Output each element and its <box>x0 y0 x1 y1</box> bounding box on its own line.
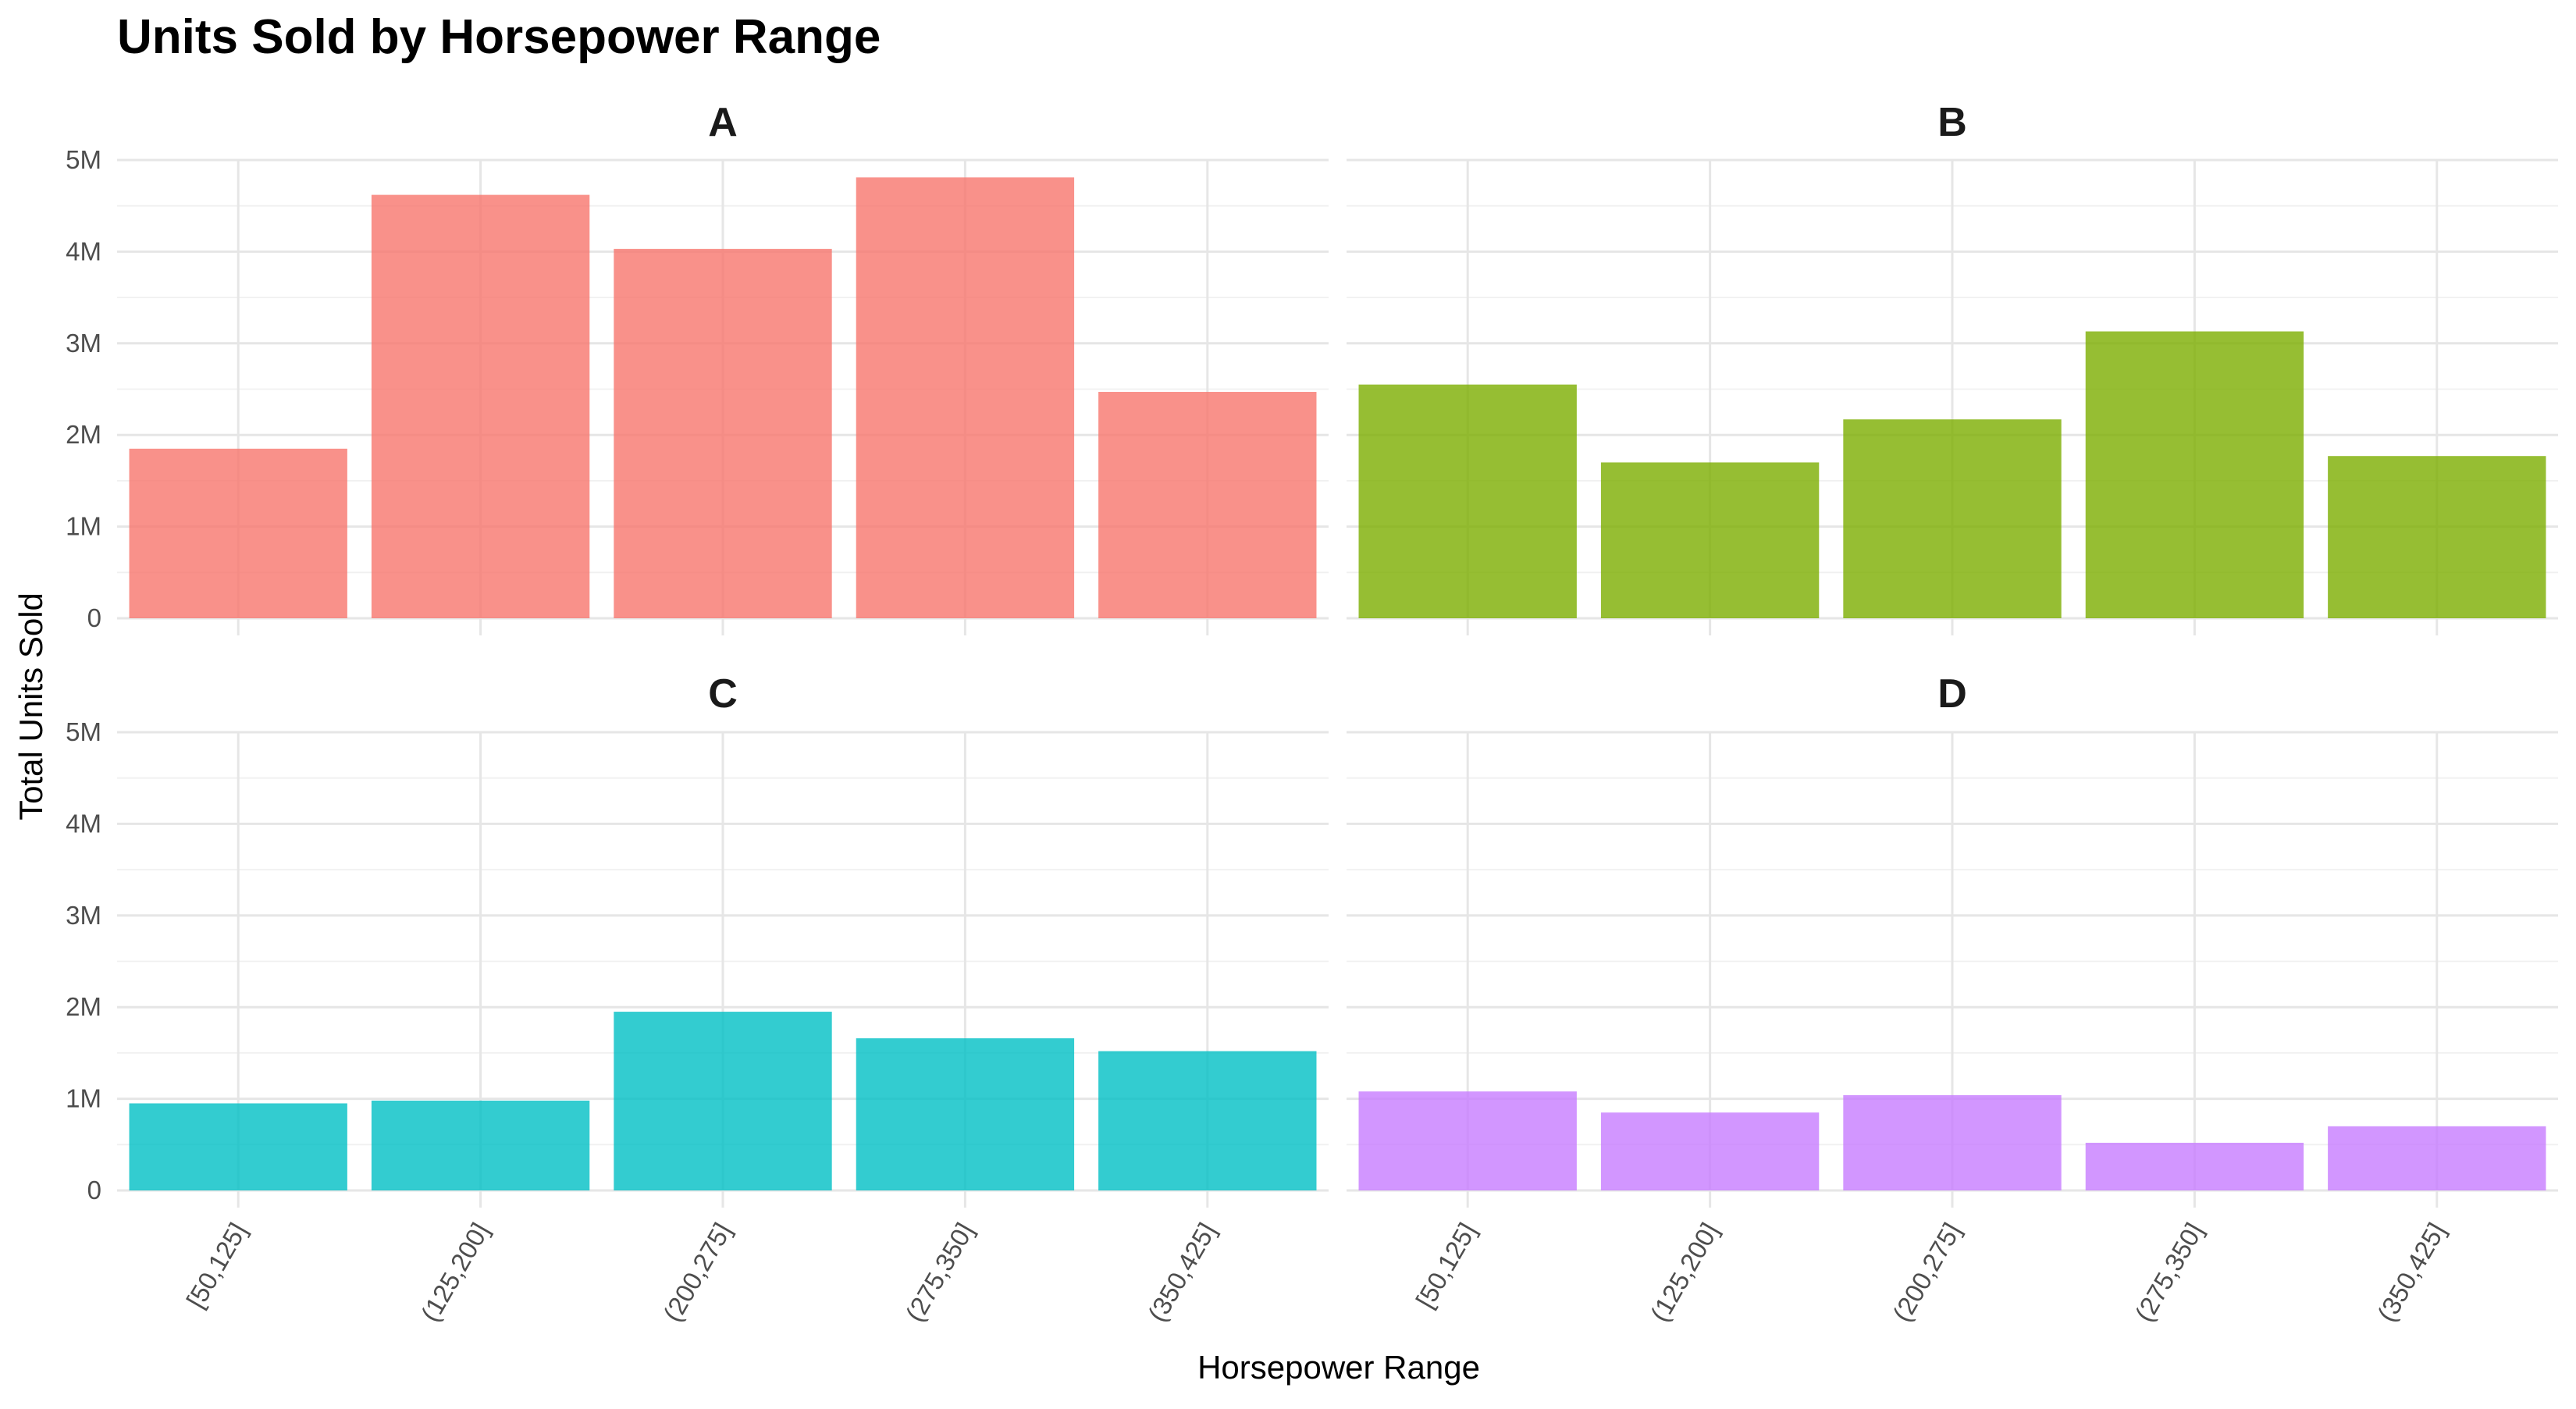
bar-b-5 <box>2328 456 2546 618</box>
y-tick-label: 1M <box>66 512 101 541</box>
x-tick-label: [50,125] <box>1411 1218 1482 1313</box>
facet-title-b: B <box>1937 100 1967 145</box>
y-axis-title: Total Units Sold <box>12 592 49 820</box>
facet-panel-b: B <box>1347 100 2558 635</box>
x-tick-label: (200,275] <box>1887 1218 1966 1326</box>
y-tick-label: 3M <box>66 901 101 930</box>
facet-title-d: D <box>1937 671 1967 717</box>
y-tick-label: 2M <box>66 992 101 1021</box>
chart-title: Units Sold by Horsepower Range <box>117 10 881 64</box>
bar-b-3 <box>1843 419 2062 618</box>
x-tick-label: (125,200] <box>1645 1218 1724 1326</box>
facet-panel-c: C 0 1M 2M 3M 4M 5M [50,125] (125,200] (200,275] (2… <box>66 671 1329 1326</box>
bar-b-4 <box>2085 331 2304 618</box>
x-tick-label: (275,350] <box>2129 1218 2209 1326</box>
x-tick-label: (350,425] <box>2371 1218 2451 1326</box>
facet-panels: A 0 1M 2M 3M 4M 5M B C 0 1M 2M 3M 4M 5M [50,125] (125,20… <box>66 100 2558 1326</box>
bar-d-2 <box>1600 1112 1820 1190</box>
x-tick-label: (125,200] <box>415 1218 495 1326</box>
facet-title-a: A <box>708 100 738 145</box>
bar-c-3 <box>614 1012 832 1190</box>
bar-d-3 <box>1843 1094 2062 1190</box>
y-tick-label: 4M <box>66 237 101 265</box>
x-tick-label: (200,275] <box>657 1218 737 1326</box>
bar-c-1 <box>129 1103 347 1190</box>
bar-d-5 <box>2328 1126 2546 1190</box>
facet-panel-a: A 0 1M 2M 3M 4M 5M <box>66 100 1329 635</box>
bar-a-3 <box>614 248 832 618</box>
bar-a-4 <box>856 177 1075 618</box>
bar-a-2 <box>371 194 590 618</box>
y-tick-label: 2M <box>66 420 101 449</box>
bar-a-1 <box>129 448 347 618</box>
y-tick-label: 3M <box>66 329 101 358</box>
facet-title-c: C <box>708 671 738 717</box>
y-tick-label: 0 <box>87 603 101 632</box>
facet-panel-d: D [50,125] (125,200] (200,275] (275,350] (350… <box>1347 671 2558 1326</box>
y-tick-label: 5M <box>66 717 101 746</box>
y-tick-label: 0 <box>87 1176 101 1204</box>
x-axis-title: Horsepower Range <box>1197 1349 1480 1386</box>
y-tick-label: 1M <box>66 1084 101 1113</box>
bar-d-1 <box>1358 1091 1577 1190</box>
x-tick-label: (350,425] <box>1142 1218 1222 1326</box>
bar-b-2 <box>1600 462 1820 618</box>
x-tick-label: [50,125] <box>181 1218 253 1313</box>
bar-a-5 <box>1098 392 1317 618</box>
y-tick-label: 5M <box>66 145 101 174</box>
bar-c-4 <box>856 1038 1075 1190</box>
x-tick-label: (275,350] <box>900 1218 980 1326</box>
bar-d-4 <box>2085 1142 2304 1190</box>
bar-c-5 <box>1098 1051 1317 1190</box>
bar-c-2 <box>371 1100 590 1190</box>
bar-b-1 <box>1358 384 1577 618</box>
y-tick-label: 4M <box>66 809 101 838</box>
